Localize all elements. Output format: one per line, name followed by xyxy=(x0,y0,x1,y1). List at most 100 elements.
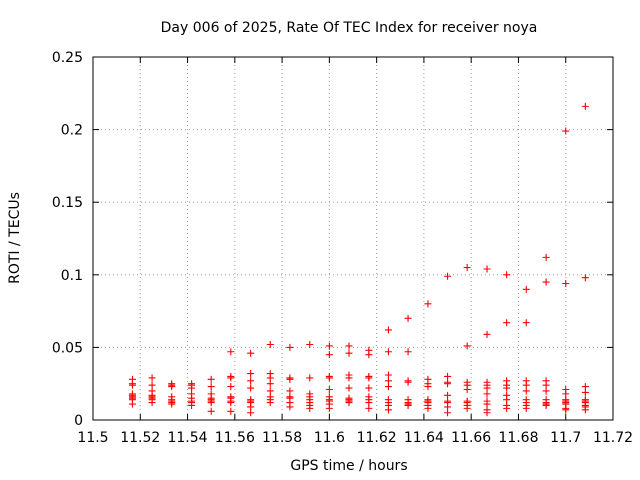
data-point xyxy=(404,314,412,322)
data-point xyxy=(562,280,570,288)
data-point xyxy=(424,383,432,391)
data-point xyxy=(345,374,353,382)
data-point xyxy=(404,401,412,409)
data-point xyxy=(247,409,255,417)
data-point xyxy=(542,401,550,409)
x-tick-label: 11.62 xyxy=(357,430,397,446)
data-point xyxy=(483,409,491,417)
data-point xyxy=(581,102,589,110)
data-point xyxy=(384,406,392,414)
x-axis-tick-labels: 11.5 11.52 11.54 11.56 11.58 11.6 11.62 11.64 11… xyxy=(77,430,633,446)
data-points xyxy=(128,102,589,417)
data-point xyxy=(503,319,511,327)
y-tick-label: 0.25 xyxy=(52,50,83,66)
data-point xyxy=(424,300,432,308)
data-point xyxy=(503,271,511,279)
x-tick-label: 11.54 xyxy=(167,430,207,446)
data-point xyxy=(483,330,491,338)
y-tick-label: 0.05 xyxy=(52,340,83,356)
data-point xyxy=(562,406,570,414)
data-point xyxy=(286,375,294,383)
data-point xyxy=(581,406,589,414)
data-point xyxy=(128,400,136,408)
data-point xyxy=(503,404,511,412)
data-point xyxy=(542,278,550,286)
data-point xyxy=(444,272,452,280)
data-point xyxy=(325,351,333,359)
x-tick-label: 11.5 xyxy=(77,430,108,446)
data-point xyxy=(404,348,412,356)
data-point xyxy=(503,384,511,392)
data-point xyxy=(522,285,530,293)
x-tick-label: 11.52 xyxy=(120,430,160,446)
data-point xyxy=(306,404,314,412)
data-point xyxy=(227,407,235,415)
y-tick-label: 0.1 xyxy=(61,268,83,284)
data-point xyxy=(345,384,353,392)
data-point xyxy=(384,383,392,391)
data-point xyxy=(128,381,136,389)
data-point xyxy=(247,384,255,392)
data-point xyxy=(522,387,530,395)
x-tick-label: 11.6 xyxy=(314,430,345,446)
data-point xyxy=(207,383,215,391)
x-tick-label: 11.56 xyxy=(215,430,255,446)
y-tick-label: 0.15 xyxy=(52,195,83,211)
data-point xyxy=(286,403,294,411)
y-axis-label: ROTI / TECUs xyxy=(7,192,23,284)
y-axis-tick-labels: 0 0.05 0.1 0.15 0.2 0.25 xyxy=(52,50,83,429)
data-point xyxy=(227,348,235,356)
data-point xyxy=(483,390,491,398)
data-point xyxy=(306,340,314,348)
data-point xyxy=(266,380,274,388)
data-point xyxy=(365,351,373,359)
data-point xyxy=(247,377,255,385)
data-point xyxy=(306,374,314,382)
data-point xyxy=(424,404,432,412)
plot-frame xyxy=(92,56,614,421)
data-point xyxy=(522,404,530,412)
data-point xyxy=(345,349,353,357)
data-point xyxy=(365,384,373,392)
grid xyxy=(93,57,613,420)
data-point xyxy=(444,380,452,388)
data-point xyxy=(148,399,156,407)
y-tick-label: 0.2 xyxy=(61,123,83,139)
data-point xyxy=(227,374,235,382)
data-point xyxy=(325,374,333,382)
data-point xyxy=(148,374,156,382)
x-tick-label: 11.66 xyxy=(451,430,491,446)
data-point xyxy=(542,253,550,261)
data-point xyxy=(463,404,471,412)
x-tick-label: 11.7 xyxy=(550,430,581,446)
data-point xyxy=(207,399,215,407)
data-point xyxy=(207,375,215,383)
data-point xyxy=(325,386,333,394)
data-point xyxy=(188,401,196,409)
data-point xyxy=(168,383,176,391)
data-point xyxy=(463,386,471,394)
data-point xyxy=(266,340,274,348)
data-point xyxy=(483,265,491,273)
x-tick-label: 11.68 xyxy=(498,430,538,446)
data-point xyxy=(581,388,589,396)
chart-title: Day 006 of 2025, Rate Of TEC Index for r… xyxy=(161,20,538,36)
data-point xyxy=(247,349,255,357)
x-axis-label: GPS time / hours xyxy=(290,458,407,474)
x-tick-label: 11.58 xyxy=(262,430,302,446)
data-point xyxy=(345,342,353,350)
y-tick-label: 0 xyxy=(74,413,83,429)
data-point xyxy=(384,326,392,334)
axis-ticks xyxy=(92,56,614,421)
data-point xyxy=(325,404,333,412)
data-point xyxy=(384,348,392,356)
data-point xyxy=(247,370,255,378)
data-point xyxy=(562,127,570,135)
data-point xyxy=(227,399,235,407)
data-point xyxy=(345,399,353,407)
data-point xyxy=(463,264,471,272)
data-point xyxy=(365,404,373,412)
data-point xyxy=(168,400,176,408)
x-tick-label: 11.64 xyxy=(404,430,444,446)
